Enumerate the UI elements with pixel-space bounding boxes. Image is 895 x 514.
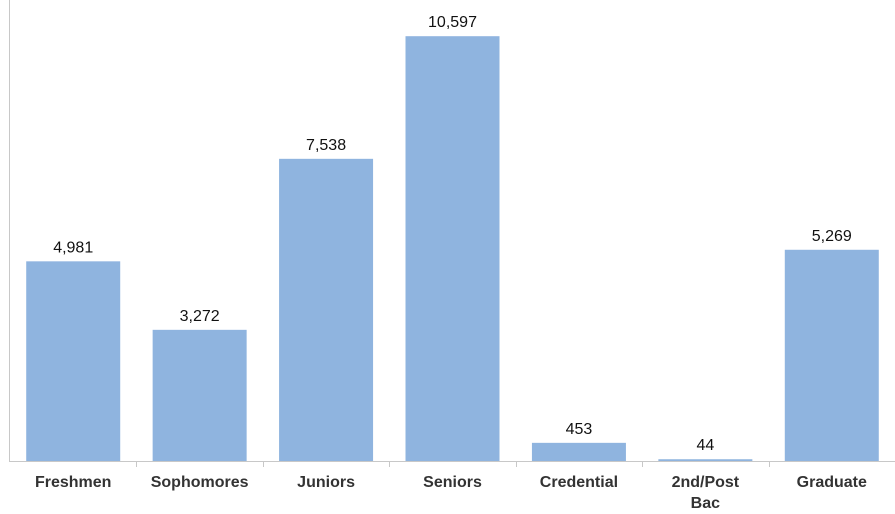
bar-seniors xyxy=(405,36,500,462)
bar-sophomores xyxy=(152,329,247,461)
category-label: Juniors xyxy=(297,474,355,491)
bar-freshmen xyxy=(26,261,121,461)
chart-axes xyxy=(9,0,895,467)
category-label: Sophomores xyxy=(151,474,249,491)
chart-value-labels: 4,981 3,272 7,538 10,597 453 44 5,269 xyxy=(53,14,852,454)
category-label: Graduate xyxy=(797,474,867,491)
value-label: 453 xyxy=(566,421,593,438)
bar-graduate xyxy=(784,249,879,461)
value-label: 5,269 xyxy=(812,228,852,245)
chart-bars xyxy=(26,36,879,462)
bar-credential xyxy=(531,442,626,461)
category-label: Freshmen xyxy=(35,474,111,491)
value-label: 3,272 xyxy=(180,308,220,325)
category-label: 2nd/Post Bac xyxy=(672,474,740,512)
value-label: 4,981 xyxy=(53,239,93,256)
category-label: Seniors xyxy=(423,474,482,491)
value-label: 10,597 xyxy=(428,14,477,31)
bar-2nd-post-bac xyxy=(658,459,753,461)
chart-category-labels: Freshmen Sophomores Juniors Seniors Credenti… xyxy=(35,474,867,512)
value-label: 44 xyxy=(696,437,714,454)
value-label: 7,538 xyxy=(306,137,346,154)
category-label: Credential xyxy=(540,474,618,491)
bar-juniors xyxy=(279,158,374,461)
